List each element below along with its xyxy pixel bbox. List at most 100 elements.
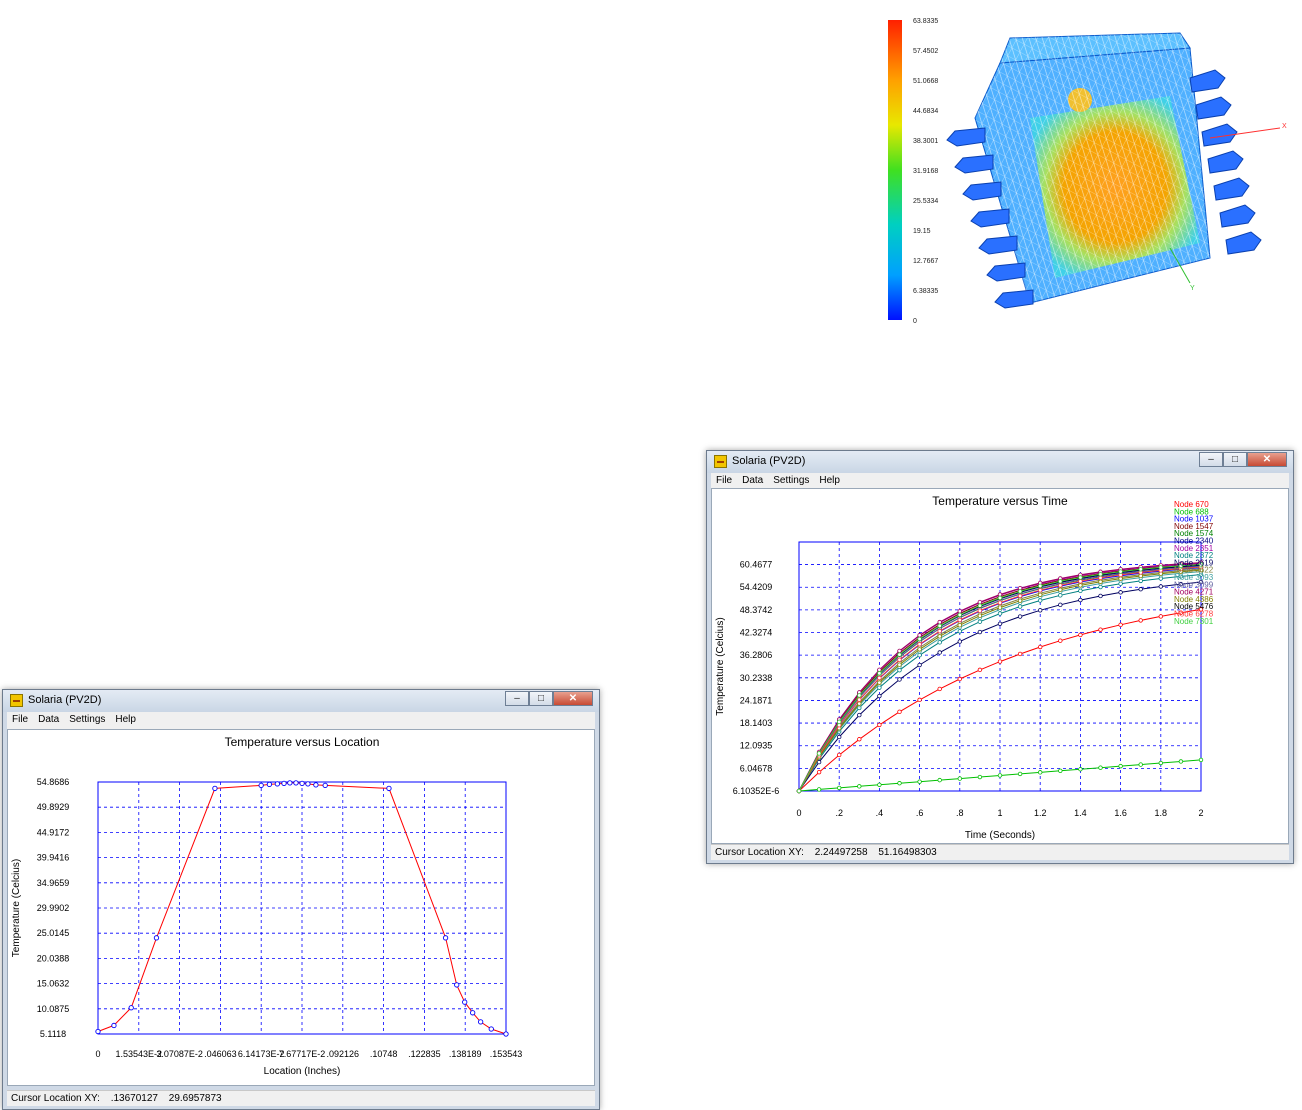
data-point	[1038, 592, 1043, 597]
chart-title: Temperature versus Location	[225, 735, 380, 749]
menu-file[interactable]: File	[12, 714, 29, 725]
data-point	[153, 935, 160, 941]
close-button[interactable]: ✕	[1247, 452, 1287, 467]
menu-help[interactable]: Help	[819, 475, 840, 486]
close-button[interactable]: ✕	[553, 691, 593, 706]
data-point	[305, 781, 311, 787]
window-title: Solaria (PV2D)	[732, 455, 806, 467]
data-point	[454, 982, 460, 988]
app-icon	[714, 455, 727, 468]
chip-pin	[1195, 96, 1232, 120]
y-tick-label: 20.0388	[37, 953, 70, 963]
chart-title: Temperature versus Time	[932, 494, 1068, 508]
x-axis-indicator: X	[1282, 123, 1287, 130]
data-point	[857, 693, 862, 698]
data-point	[957, 639, 962, 644]
y-tick-label: 42.3274	[740, 628, 773, 638]
cursor-y-value: 51.16498303	[878, 847, 937, 858]
data-point	[1198, 562, 1204, 567]
colorbar-label: 12.7667	[913, 258, 938, 265]
data-point	[897, 657, 902, 662]
data-point	[917, 697, 922, 703]
y-tick-label: 54.8686	[37, 777, 70, 787]
x-tick-label: .8	[956, 808, 964, 818]
x-tick-label: .046063	[204, 1049, 237, 1059]
menu-help[interactable]: Help	[115, 714, 136, 725]
y-tick-label: 34.9659	[37, 878, 70, 888]
data-point	[111, 1022, 117, 1029]
data-point	[1078, 597, 1083, 603]
data-point	[997, 659, 1003, 664]
plot-area[interactable]: 0 .2 .4 .6 .8 1 1.2 1.4 1.6 1.8 2 60.4677 54.4209 48.…	[711, 488, 1289, 844]
time-chart[interactable]: 0 .2 .4 .6 .8 1 1.2 1.4 1.6 1.8 2 60.4677 54.4209 48.…	[712, 489, 1288, 843]
thermal-model-view: 63.8335 57.4502 51.0668 44.6834 38.3001 31.91…	[888, 18, 1287, 325]
x-tick-label: 6.14173E-2	[238, 1049, 285, 1059]
y-tick-label: 6.10352E-6	[733, 786, 780, 796]
y-tick-label: 36.2806	[740, 650, 773, 660]
data-point	[937, 640, 942, 645]
data-point	[1138, 587, 1143, 592]
data-point	[386, 785, 392, 792]
y-tick-label: 12.0935	[740, 741, 773, 751]
minimize-button[interactable]: –	[1199, 452, 1223, 467]
data-point	[1058, 638, 1063, 643]
menu-file[interactable]: File	[716, 475, 733, 486]
title-bar[interactable]: Solaria (PV2D) – □ ✕	[707, 451, 1293, 473]
data-point	[1058, 579, 1063, 584]
data-point	[977, 629, 983, 635]
title-bar[interactable]: Solaria (PV2D) – □ ✕	[3, 690, 599, 712]
data-point	[977, 667, 983, 673]
colorbar-label: 25.5334	[913, 198, 938, 205]
x-tick-label: 3.07087E-2	[156, 1049, 203, 1059]
colorbar-label: 57.4502	[913, 48, 938, 55]
location-chart[interactable]: 0 1.53543E-23.07087E-2.046063 6.14173E-27.…	[8, 730, 594, 1085]
y-tick-label: 39.9416	[37, 853, 70, 863]
data-point	[957, 608, 962, 614]
x-tick-label: 1.8	[1155, 808, 1168, 818]
menu-settings[interactable]: Settings	[773, 475, 810, 486]
plot-frame	[798, 541, 1202, 792]
data-point	[816, 751, 822, 756]
colorbar-label: 0	[913, 318, 917, 325]
data-point	[1138, 573, 1143, 579]
data-point	[488, 1026, 494, 1032]
data-point	[937, 619, 942, 625]
x-tick-label: 7.67717E-2	[279, 1049, 326, 1059]
data-point	[877, 675, 882, 681]
menu-data[interactable]: Data	[742, 475, 764, 486]
maximize-button[interactable]: □	[529, 691, 553, 706]
legend-entry: Node 3622	[1174, 566, 1214, 575]
data-point	[1098, 627, 1103, 632]
data-point	[212, 785, 218, 792]
plot-area[interactable]: 0 1.53543E-2 3.07087E-2.046063 6.14173E-2 7.…	[7, 729, 595, 1086]
menu-settings[interactable]: Settings	[69, 714, 106, 725]
data-point	[1198, 757, 1204, 763]
cursor-x-value: 2.24497258	[814, 847, 868, 858]
colorbar-label: 19.15	[913, 228, 931, 235]
data-point	[1058, 602, 1063, 608]
legend-entry: Node 7301	[1174, 617, 1214, 626]
legend-entry: Node 2372	[1174, 551, 1214, 560]
data-point	[897, 677, 902, 682]
minimize-button[interactable]: –	[505, 691, 529, 706]
y-axis-indicator: Y	[1190, 285, 1195, 292]
data-point	[503, 1031, 509, 1037]
menu-bar: File Data Settings Help	[711, 473, 1289, 490]
data-point	[258, 782, 264, 789]
legend-entry: Node 2351	[1174, 544, 1214, 553]
data-point	[836, 719, 842, 725]
data-point	[977, 613, 983, 618]
chip-pin	[1213, 177, 1250, 201]
maximize-button[interactable]: □	[1223, 452, 1247, 467]
data-point	[1038, 583, 1043, 589]
y-tick-label: 10.0875	[37, 1004, 70, 1014]
data-point	[897, 648, 902, 654]
y-tick-label: 25.0145	[37, 928, 70, 938]
data-point	[977, 603, 983, 608]
data-point	[322, 782, 328, 789]
data-point	[816, 759, 822, 765]
data-point	[1078, 632, 1083, 638]
data-point	[796, 788, 802, 794]
menu-data[interactable]: Data	[38, 714, 60, 725]
colorbar-label: 44.6834	[913, 108, 938, 115]
